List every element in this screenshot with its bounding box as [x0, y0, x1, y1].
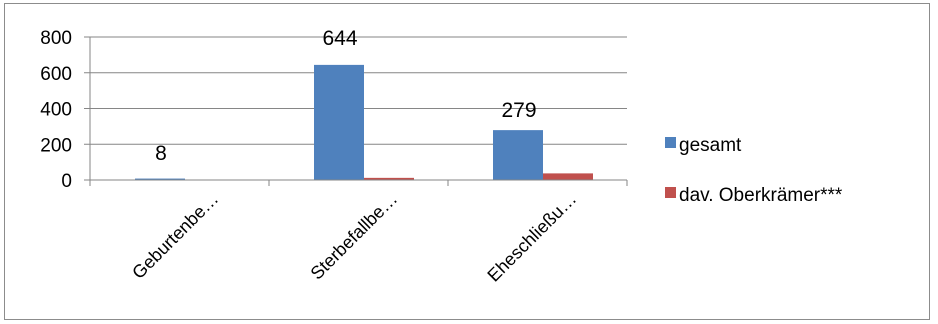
- x-tick-label: Geburtenbe…: [128, 189, 222, 283]
- bar-gesamt-2: [493, 130, 543, 180]
- legend-swatch-gesamt: [665, 137, 676, 148]
- bar-gesamt-1: [314, 64, 364, 180]
- bar-oberkraemer-1: [364, 177, 414, 180]
- y-tick-label: 400: [40, 100, 72, 121]
- legend-label: gesamt: [679, 135, 742, 156]
- y-tick-label: 0: [61, 171, 72, 192]
- x-tick-label: Sterbefallbe…: [307, 189, 402, 284]
- legend: gesamt dav. Oberkrämer***: [665, 135, 843, 206]
- y-tick-label: 600: [40, 64, 72, 85]
- bars: [135, 64, 593, 180]
- bar-gesamt-0: [135, 178, 185, 180]
- data-label: 644: [322, 27, 357, 50]
- x-axis-ticks: Geburtenbe… Sterbefallbe… Eheschließu…: [128, 189, 580, 286]
- axes: [84, 36, 628, 186]
- y-axis-ticks: 0 200 400 600 800: [40, 28, 72, 192]
- legend-label: dav. Oberkrämer***: [679, 185, 843, 206]
- x-tick-label: Eheschließu…: [483, 189, 580, 286]
- data-label: 279: [501, 99, 536, 122]
- data-labels: 8 644 279: [155, 27, 536, 165]
- bar-oberkraemer-2: [543, 173, 593, 180]
- data-label: 8: [155, 142, 167, 165]
- legend-swatch-oberkraemer: [665, 187, 676, 198]
- chart-frame: [4, 3, 930, 320]
- y-tick-label: 800: [40, 28, 72, 49]
- y-tick-label: 200: [40, 135, 72, 156]
